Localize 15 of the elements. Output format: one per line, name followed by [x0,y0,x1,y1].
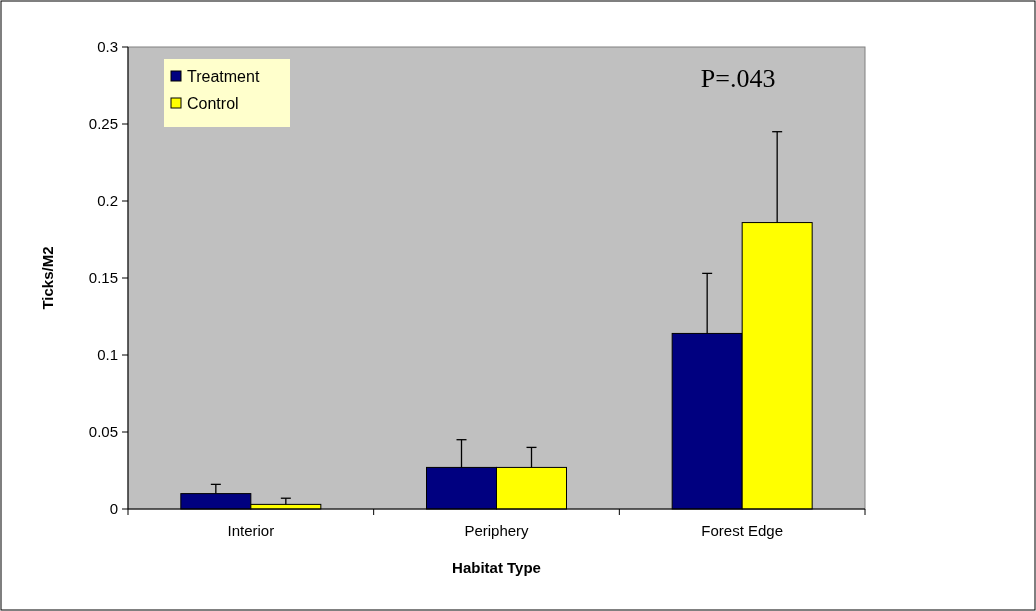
y-tick-label: 0.3 [97,38,118,56]
x-tick-label: Forest Edge [701,522,784,539]
y-axis-title: Ticks/M2 [39,246,56,310]
y-tick-label: 0.15 [88,269,118,287]
y-tick-label: 0.2 [97,192,118,210]
legend-label: Control [187,94,239,112]
legend-label: Treatment [187,67,260,85]
y-tick-label: 0.1 [97,346,118,364]
y-tick-label: 0 [109,500,118,518]
annotation: P=.043 [700,64,776,93]
x-tick-label: Periphery [464,522,530,539]
x-axis-title: Habitat Type [452,559,541,576]
x-tick-label: Interior [227,522,275,539]
y-tick-label: 0.05 [88,423,118,441]
y-tick-label: 0.25 [88,115,118,133]
